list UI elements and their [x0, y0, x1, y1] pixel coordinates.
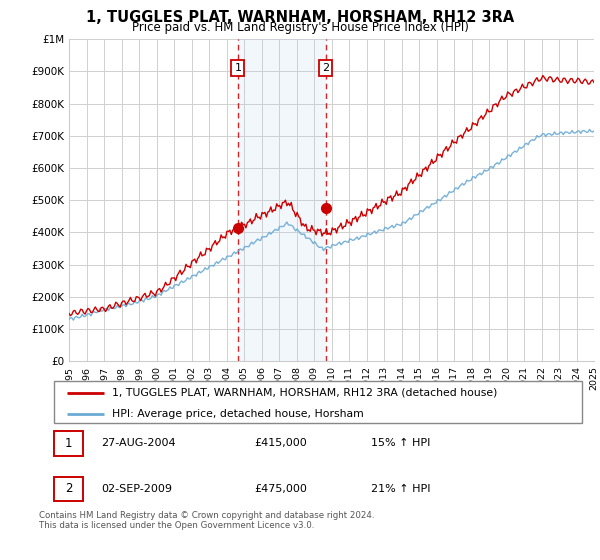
Text: £475,000: £475,000 [254, 484, 308, 494]
Text: 1: 1 [65, 437, 72, 450]
Text: 02-SEP-2009: 02-SEP-2009 [101, 484, 173, 494]
Bar [238, 39, 326, 361]
Text: 1: 1 [235, 63, 241, 73]
Text: £415,000: £415,000 [254, 438, 307, 449]
FancyBboxPatch shape [54, 381, 582, 423]
FancyBboxPatch shape [54, 431, 83, 456]
Text: Price paid vs. HM Land Registry's House Price Index (HPI): Price paid vs. HM Land Registry's House … [131, 21, 469, 34]
Text: 2: 2 [65, 482, 72, 496]
Text: Contains HM Land Registry data © Crown copyright and database right 2024.
This d: Contains HM Land Registry data © Crown c… [39, 511, 374, 530]
Text: 15% ↑ HPI: 15% ↑ HPI [371, 438, 430, 449]
Text: 21% ↑ HPI: 21% ↑ HPI [371, 484, 430, 494]
Text: 27-AUG-2004: 27-AUG-2004 [101, 438, 176, 449]
FancyBboxPatch shape [54, 477, 83, 501]
Text: 1, TUGGLES PLAT, WARNHAM, HORSHAM, RH12 3RA: 1, TUGGLES PLAT, WARNHAM, HORSHAM, RH12 … [86, 10, 514, 25]
Text: 1, TUGGLES PLAT, WARNHAM, HORSHAM, RH12 3RA (detached house): 1, TUGGLES PLAT, WARNHAM, HORSHAM, RH12 … [112, 388, 497, 398]
Text: HPI: Average price, detached house, Horsham: HPI: Average price, detached house, Hors… [112, 409, 364, 418]
Text: 2: 2 [322, 63, 329, 73]
